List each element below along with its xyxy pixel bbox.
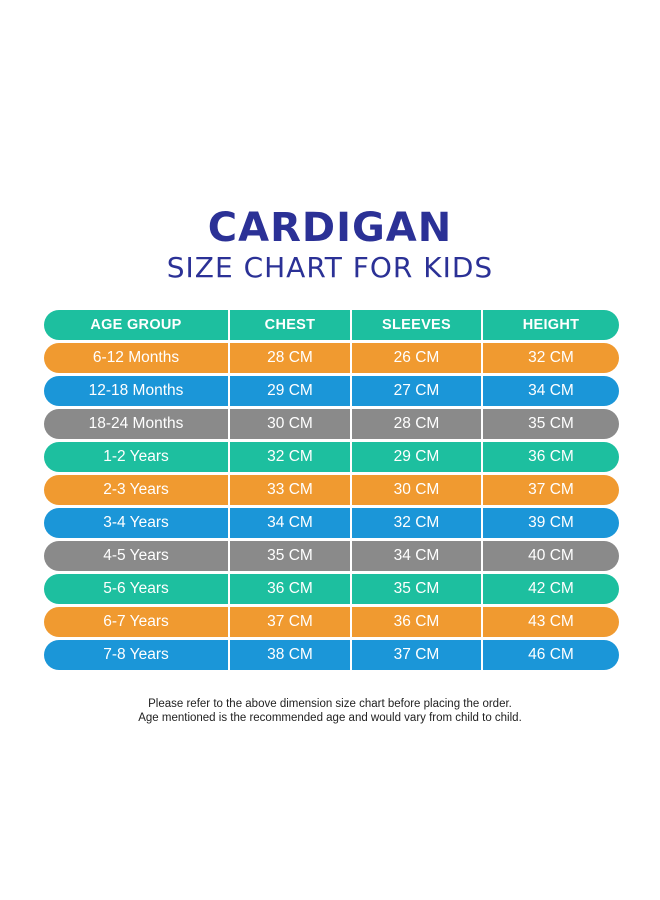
age-group-cell: 7-8 Years	[103, 646, 169, 663]
age-group-cell: 18-24 Months	[88, 415, 184, 432]
note-line-2: Age mentioned is the recommended age and…	[138, 712, 522, 724]
header-chest: CHEST	[228, 310, 350, 340]
chart-subtitle: SIZE CHART FOR KIDS	[166, 251, 494, 284]
chest-cell: 35 CM	[228, 541, 350, 571]
chest-cell: 38 CM	[228, 640, 350, 670]
table-row: 18-24 Months 30 CM 28 CM 35 CM	[44, 409, 619, 439]
table-row: 4-5 Years 35 CM 34 CM 40 CM	[44, 541, 619, 571]
height-cell: 39 CM	[481, 508, 619, 538]
table-row: 12-18 Months 29 CM 27 CM 34 CM	[44, 376, 619, 406]
height-cell: 40 CM	[481, 541, 619, 571]
sleeves-cell: 37 CM	[350, 640, 481, 670]
age-group-cell: 12-18 Months	[88, 382, 184, 399]
chest-cell: 34 CM	[228, 508, 350, 538]
height-cell: 43 CM	[481, 607, 619, 637]
height-cell: 32 CM	[481, 343, 619, 373]
sleeves-cell: 35 CM	[350, 574, 481, 604]
chest-cell: 28 CM	[228, 343, 350, 373]
sleeves-cell: 32 CM	[350, 508, 481, 538]
height-cell: 46 CM	[481, 640, 619, 670]
age-group-cell: 2-3 Years	[103, 481, 169, 498]
age-group-cell: 5-6 Years	[103, 580, 169, 597]
table-row: 6-7 Years 37 CM 36 CM 43 CM	[44, 607, 619, 637]
sleeves-cell: 26 CM	[350, 343, 481, 373]
table-row: 6-12 Months 28 CM 26 CM 32 CM	[44, 343, 619, 373]
age-group-cell: 6-12 Months	[92, 349, 180, 366]
chest-cell: 33 CM	[228, 475, 350, 505]
note-line-1: Please refer to the above dimension size…	[148, 698, 512, 710]
height-cell: 36 CM	[481, 442, 619, 472]
table-row: 2-3 Years 33 CM 30 CM 37 CM	[44, 475, 619, 505]
sleeves-cell: 28 CM	[350, 409, 481, 439]
header-height: HEIGHT	[481, 310, 619, 340]
table-row: 5-6 Years 36 CM 35 CM 42 CM	[44, 574, 619, 604]
height-cell: 42 CM	[481, 574, 619, 604]
sleeves-cell: 34 CM	[350, 541, 481, 571]
age-group-cell: 3-4 Years	[103, 514, 169, 531]
table-header-row: AGE GROUP CHEST SLEEVES HEIGHT	[44, 310, 619, 340]
sleeves-cell: 27 CM	[350, 376, 481, 406]
height-cell: 34 CM	[481, 376, 619, 406]
chest-cell: 32 CM	[228, 442, 350, 472]
header-sleeves: SLEEVES	[350, 310, 481, 340]
sleeves-cell: 29 CM	[350, 442, 481, 472]
chest-cell: 37 CM	[228, 607, 350, 637]
chest-cell: 30 CM	[228, 409, 350, 439]
size-table: AGE GROUP CHEST SLEEVES HEIGHT 6-12 Mont…	[44, 310, 619, 673]
chest-cell: 29 CM	[228, 376, 350, 406]
age-group-cell: 6-7 Years	[103, 613, 169, 630]
height-cell: 35 CM	[481, 409, 619, 439]
table-row: 7-8 Years 38 CM 37 CM 46 CM	[44, 640, 619, 670]
table-row: 3-4 Years 34 CM 32 CM 39 CM	[44, 508, 619, 538]
age-group-cell: 4-5 Years	[103, 547, 169, 564]
chart-title: CARDIGAN	[207, 205, 453, 251]
sleeves-cell: 36 CM	[350, 607, 481, 637]
table-row: 1-2 Years 32 CM 29 CM 36 CM	[44, 442, 619, 472]
sleeves-cell: 30 CM	[350, 475, 481, 505]
chest-cell: 36 CM	[228, 574, 350, 604]
header-age-group: AGE GROUP	[90, 317, 182, 333]
height-cell: 37 CM	[481, 475, 619, 505]
age-group-cell: 1-2 Years	[103, 448, 169, 465]
